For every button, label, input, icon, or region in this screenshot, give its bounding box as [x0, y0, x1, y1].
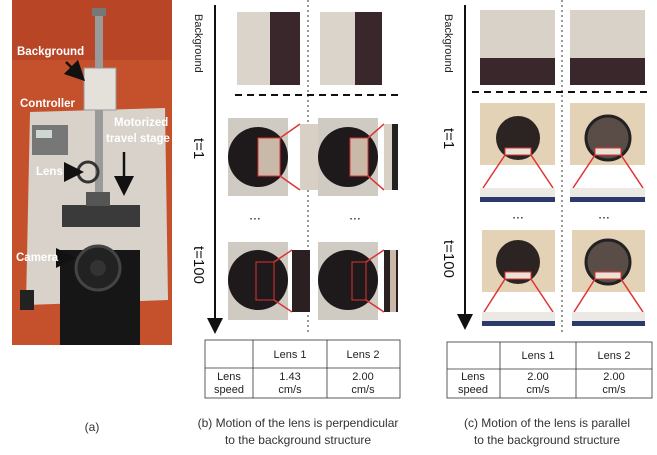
label: Controller [20, 98, 75, 110]
axis-label: Background [442, 14, 454, 73]
table-header: Lens 1 [273, 349, 306, 361]
table-cell: speed [458, 384, 488, 396]
table-header: Lens 2 [597, 350, 630, 362]
label: Camera [16, 252, 59, 264]
table-cell: 2.00 [603, 371, 624, 383]
figure: Background Controller Lens Motorized tra… [0, 0, 657, 455]
caption: to the background structure [474, 433, 620, 447]
label: Motorized [114, 117, 168, 129]
table-cell: 2.00 [527, 371, 548, 383]
ellipsis: ... [512, 206, 524, 222]
label: Background [17, 46, 84, 58]
caption: (c) Motion of the lens is parallel [464, 416, 630, 430]
caption: to the background structure [225, 433, 371, 447]
ellipsis: ... [349, 207, 361, 223]
table-cell: cm/s [526, 384, 550, 396]
axis-label: t=1 [190, 138, 207, 159]
label: Lens [36, 166, 63, 178]
table-cell: Lens [217, 371, 241, 383]
table-cell: 2.00 [352, 371, 373, 383]
axis-label: Background [192, 14, 204, 73]
ellipsis: ... [249, 207, 261, 223]
table-cell: speed [214, 384, 244, 396]
background-images [237, 12, 382, 85]
table-cell: cm/s [602, 384, 626, 396]
table-cell: Lens [461, 371, 485, 383]
table-cell: cm/s [278, 384, 302, 396]
caption: (b) Motion of the lens is perpendicular [198, 416, 399, 430]
ellipsis: ... [598, 206, 610, 222]
axis-label: t=100 [190, 246, 207, 284]
table-header: Lens 2 [346, 349, 379, 361]
label: travel stage [106, 133, 170, 145]
table-cell: 1.43 [279, 371, 300, 383]
caption: (a) [85, 420, 100, 434]
axis-label: t=100 [440, 240, 457, 278]
table-cell: cm/s [351, 384, 375, 396]
table-header: Lens 1 [521, 350, 554, 362]
axis-label: t=1 [440, 128, 457, 149]
